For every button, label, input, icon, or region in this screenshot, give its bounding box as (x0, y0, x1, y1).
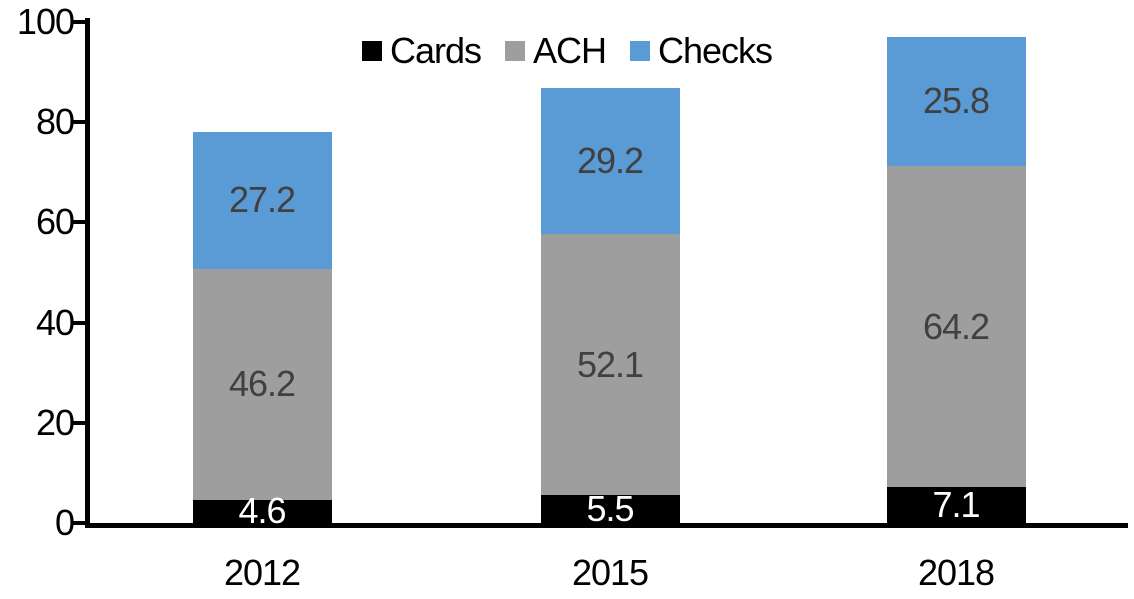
bar-value-label: 25.8 (922, 80, 990, 122)
x-axis-category-label: 2012 (223, 552, 301, 593)
bar-2015: 5.5 52.1 29.2 (540, 88, 680, 527)
y-axis-tick-label: 80 (35, 101, 75, 143)
bar-segment-ach: 52.1 (540, 234, 680, 496)
bar-value-label: 52.1 (576, 343, 644, 385)
y-axis-tick-label: 20 (35, 401, 75, 443)
bar-segment-cards: 7.1 (886, 484, 1026, 526)
y-axis-tick-label: 100 (16, 1, 75, 42)
x-axis-category-label: 2015 (571, 552, 649, 593)
bar-value-label: 29.2 (576, 140, 644, 182)
legend-item-ach: ACH (504, 30, 607, 71)
y-axis-tick-label: 60 (35, 201, 75, 243)
legend-label: Cards (389, 30, 482, 71)
bar-segment-ach: 46.2 (192, 268, 332, 500)
legend-label: ACH (532, 30, 607, 71)
y-axis-tick-label: 0 (54, 502, 75, 543)
x-axis-category-label: 2018 (917, 552, 995, 593)
y-axis-tick-mark (72, 20, 85, 24)
bar-segment-cards: 5.5 (540, 491, 680, 527)
y-axis-tick-mark (72, 120, 85, 125)
legend: Cards ACH Checks (0, 31, 1134, 71)
legend-swatch (361, 41, 382, 61)
legend-swatch (630, 41, 650, 61)
y-axis-tick-mark (72, 220, 85, 225)
bar-segment-ach: 64.2 (886, 165, 1026, 488)
y-axis-tick-mark (72, 521, 85, 525)
y-axis-line (85, 18, 90, 528)
bar-value-label: 27.2 (228, 179, 296, 221)
legend-item-checks: Checks (630, 30, 773, 71)
legend-label: Checks (658, 30, 773, 71)
bar-value-label: 64.2 (922, 305, 990, 347)
bar-value-label: 4.6 (238, 490, 286, 532)
y-axis-tick-mark (72, 420, 85, 425)
x-axis-line (85, 523, 1128, 528)
bar-2012: 4.6 46.2 27.2 (192, 132, 332, 529)
bar-segment-checks: 29.2 (540, 88, 680, 235)
bar-value-label: 46.2 (228, 363, 296, 405)
bar-segment-checks: 25.8 (886, 36, 1026, 166)
bar-segment-cards: 4.6 (192, 493, 332, 529)
bar-value-label: 5.5 (586, 488, 634, 530)
bar-2018: 7.1 64.2 25.8 (886, 36, 1026, 526)
legend-item-cards: Cards (361, 30, 482, 71)
y-axis-tick-mark (72, 320, 85, 325)
bar-value-label: 7.1 (932, 484, 980, 526)
y-axis-tick-label: 40 (35, 301, 75, 343)
bar-segment-checks: 27.2 (192, 132, 332, 269)
legend-swatch (504, 41, 525, 61)
